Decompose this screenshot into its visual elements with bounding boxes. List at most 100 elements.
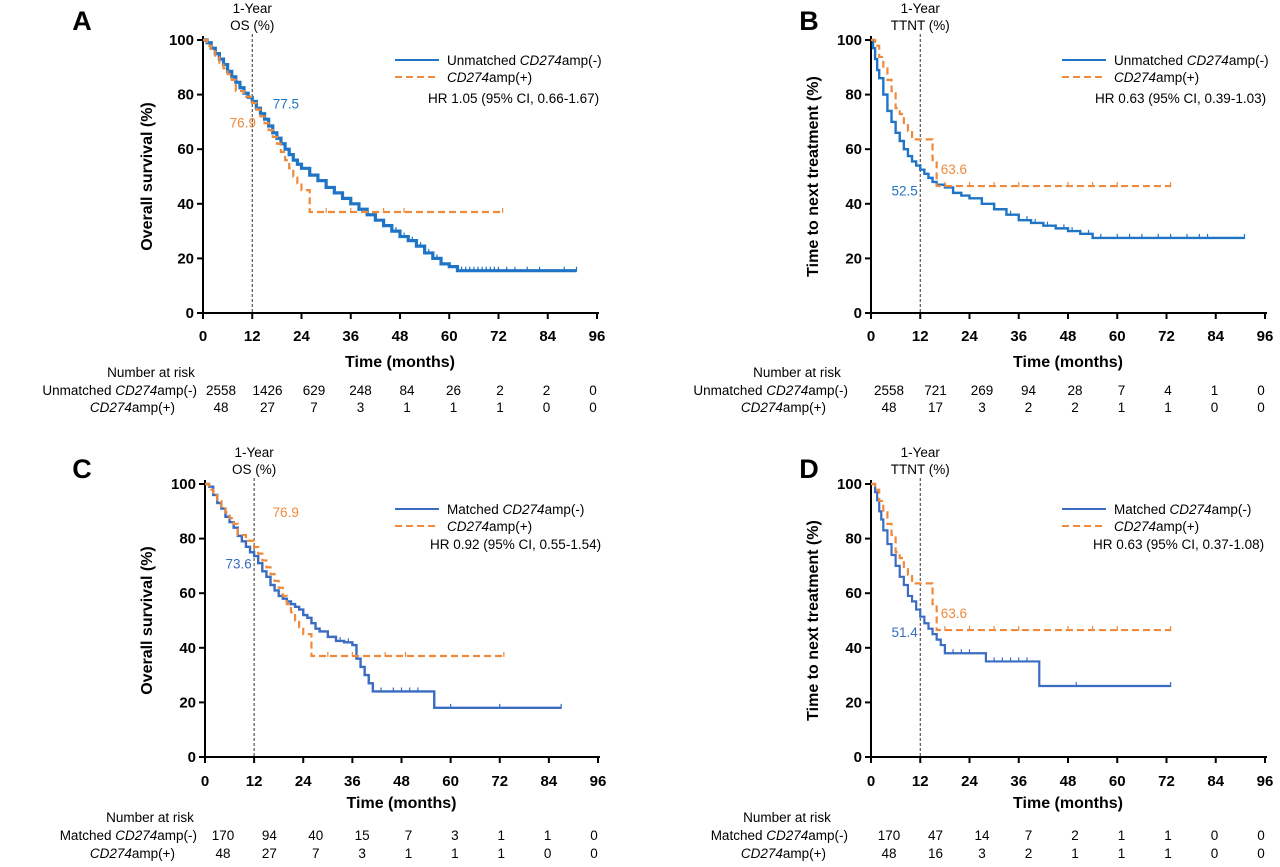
y-tick-label: 20: [177, 250, 194, 267]
risk-table-row-label: CD274amp(+): [90, 846, 175, 861]
y-tick-label: 60: [177, 141, 194, 158]
risk-table-value: 170: [212, 828, 235, 843]
legend-label: Unmatched CD274amp(-): [1114, 53, 1269, 68]
x-tick-label: 60: [442, 773, 459, 790]
risk-table-value: 1: [1164, 828, 1172, 843]
risk-table-value: 48: [881, 400, 896, 415]
km-curve-cd274-positive: [871, 482, 1171, 632]
y-tick-label: 40: [845, 640, 862, 657]
legend-label: CD274amp(+): [1114, 70, 1199, 85]
km-curve-cd274-negative: [205, 482, 562, 710]
x-tick-label: 36: [344, 773, 361, 790]
risk-table-value: 1: [1164, 400, 1172, 415]
landmark-value-label: 76.9: [230, 115, 256, 130]
label-prefix: Matched: [1114, 502, 1170, 517]
label-gene: CD274: [1187, 53, 1229, 68]
panel-letter: B: [799, 6, 819, 36]
risk-table-value: 1: [1118, 828, 1126, 843]
risk-table-value: 1: [405, 846, 413, 861]
landmark-value-label: 73.6: [225, 557, 251, 572]
risk-table-value: 2: [1071, 400, 1079, 415]
risk-table-value: 0: [1211, 846, 1219, 861]
y-tick-label: 40: [845, 196, 862, 213]
y-tick-label: 0: [186, 305, 194, 322]
risk-table-title: Number at risk: [743, 810, 831, 825]
x-tick-label: 12: [912, 328, 929, 345]
risk-table-value: 0: [589, 383, 597, 398]
x-tick-label: 24: [961, 328, 978, 345]
y-axis-label: Time to next treatment (%): [805, 520, 822, 721]
risk-table-value: 2558: [206, 383, 236, 398]
risk-table-value: 84: [399, 383, 415, 398]
risk-table-value: 48: [881, 846, 896, 861]
x-tick-label: 84: [1207, 773, 1224, 790]
x-tick-label: 12: [246, 773, 263, 790]
risk-table-value: 40: [308, 828, 323, 843]
y-tick-label: 80: [177, 87, 194, 104]
risk-table-value: 3: [357, 400, 365, 415]
risk-table-value: 7: [1118, 383, 1126, 398]
landmark-header-metric: OS (%): [232, 462, 276, 477]
risk-table-value: 0: [1257, 828, 1265, 843]
risk-table-row-label: Unmatched CD274amp(-): [693, 383, 848, 398]
risk-table-row-label: Matched CD274amp(-): [711, 828, 848, 843]
hazard-ratio-text: HR 0.63 (95% CI, 0.37-1.08): [1093, 537, 1264, 552]
risk-table-value: 1: [451, 846, 459, 861]
y-tick-label: 0: [854, 749, 862, 766]
label-gene: CD274: [766, 828, 808, 843]
risk-table-value: 4: [1164, 383, 1172, 398]
risk-table-value: 7: [405, 828, 413, 843]
x-tick-label: 24: [961, 773, 978, 790]
risk-table-value: 14: [974, 828, 990, 843]
panel-letter: C: [72, 454, 92, 484]
hazard-ratio-text: HR 0.63 (95% CI, 0.39-1.03): [1095, 91, 1266, 106]
y-tick-label: 80: [845, 531, 862, 548]
x-tick-label: 84: [539, 328, 556, 345]
risk-table-value: 1: [497, 828, 505, 843]
landmark-value-label: 63.6: [941, 162, 967, 177]
x-tick-label: 12: [912, 773, 929, 790]
y-tick-label: 80: [179, 531, 196, 548]
risk-table-value: 94: [1021, 383, 1037, 398]
y-tick-label: 0: [188, 749, 196, 766]
risk-table-value: 1: [496, 400, 504, 415]
label-gene: CD274: [90, 846, 132, 861]
label-suffix: amp(+): [1156, 70, 1199, 85]
legend-label: CD274amp(+): [1114, 519, 1199, 534]
km-curve-cd274-positive: [203, 38, 503, 214]
label-gene: CD274: [503, 502, 545, 517]
x-tick-label: 96: [1257, 328, 1274, 345]
x-tick-label: 72: [1158, 773, 1175, 790]
label-gene: CD274: [447, 70, 489, 85]
risk-table-title: Number at risk: [106, 810, 194, 825]
y-tick-label: 80: [845, 87, 862, 104]
risk-table-value: 1: [1118, 400, 1126, 415]
risk-table-value: 3: [358, 846, 366, 861]
landmark-header: 1-Year: [234, 445, 274, 460]
risk-table-value: 15: [355, 828, 370, 843]
label-gene: CD274: [115, 383, 157, 398]
y-tick-label: 60: [845, 141, 862, 158]
y-tick-label: 60: [845, 585, 862, 602]
label-suffix: amp(+): [783, 400, 826, 415]
risk-table-value: 0: [1211, 828, 1219, 843]
y-tick-label: 20: [845, 250, 862, 267]
landmark-value-label: 76.9: [273, 505, 299, 520]
x-tick-label: 84: [1207, 328, 1224, 345]
x-tick-label: 72: [491, 773, 508, 790]
x-tick-label: 84: [541, 773, 558, 790]
km-curve-cd274-negative: [871, 482, 1171, 688]
risk-table-value: 1: [1164, 846, 1172, 861]
landmark-header: 1-Year: [233, 1, 273, 16]
risk-table-row-label: CD274amp(+): [741, 846, 826, 861]
risk-table-value: 7: [310, 400, 318, 415]
risk-table-value: 1: [1211, 383, 1219, 398]
label-gene: CD274: [115, 828, 157, 843]
label-gene: CD274: [766, 383, 808, 398]
risk-table-value: 2: [1025, 400, 1033, 415]
risk-table-value: 1: [403, 400, 411, 415]
x-tick-label: 0: [201, 773, 209, 790]
label-gene: CD274: [741, 400, 783, 415]
